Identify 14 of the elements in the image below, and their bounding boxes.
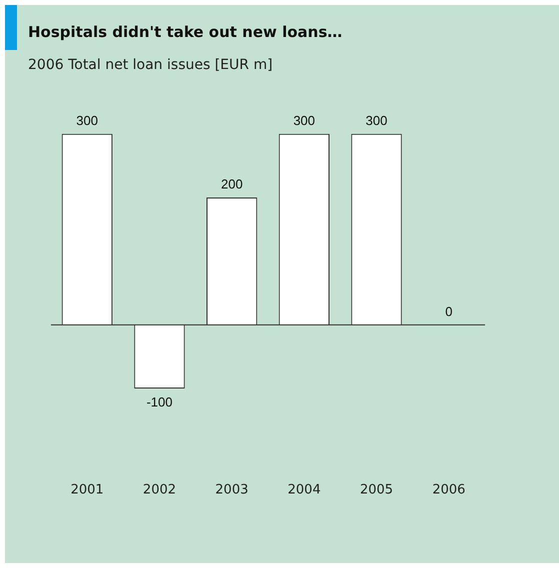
x-tick-label: 2006 [432, 482, 466, 498]
chart-title: Hospitals didn't take out new loans… [28, 23, 342, 41]
data-label: 300 [293, 112, 316, 128]
data-label: 300 [366, 112, 388, 128]
x-tick-label: 2004 [288, 482, 321, 498]
chart-subtitle: 2006 Total net loan issues [EUR m] [28, 57, 273, 73]
data-label: 200 [220, 176, 243, 192]
x-tick-label: 2003 [215, 482, 248, 498]
data-label: 300 [76, 112, 98, 128]
x-tick-label: 2001 [70, 482, 104, 498]
x-tick-label: 2002 [142, 482, 176, 498]
x-tick-label: 2005 [360, 482, 394, 498]
data-label: 0 [445, 304, 452, 319]
data-label: -100 [146, 394, 172, 410]
